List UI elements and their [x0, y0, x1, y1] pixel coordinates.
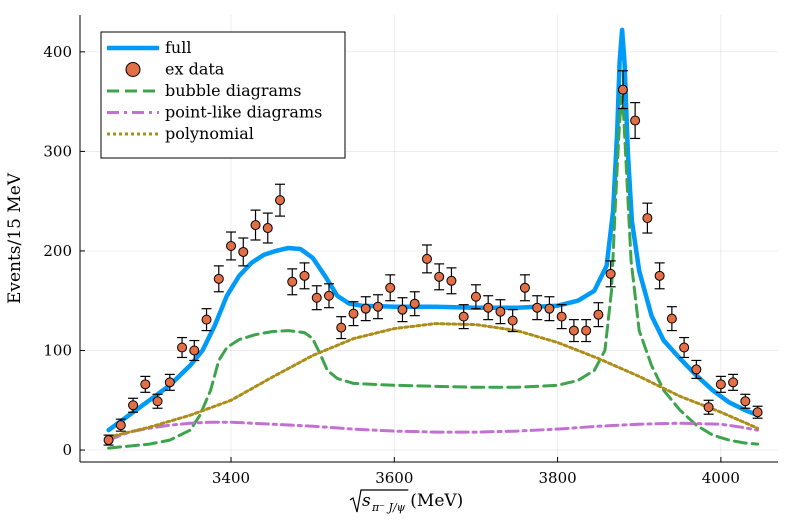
data-point [666, 313, 677, 324]
legend-label-bubble: bubble diagrams [165, 81, 301, 100]
data-point [250, 220, 261, 231]
data-point [495, 306, 506, 317]
legend: full ex data bubble diagrams point-like … [100, 31, 346, 159]
data-point [275, 195, 286, 206]
data-point [287, 276, 298, 287]
data-point [728, 377, 739, 388]
data-point [409, 298, 420, 309]
y-tick-label: 200 [43, 242, 72, 260]
data-point [201, 314, 212, 325]
data-point [213, 273, 224, 284]
data-point [262, 223, 273, 234]
data-point [630, 115, 641, 126]
data-point [446, 275, 457, 286]
data-point [715, 379, 726, 390]
y-axis-label: Events/15 MeV [5, 172, 25, 304]
data-point [434, 271, 445, 282]
data-point [654, 270, 665, 281]
data-point [177, 342, 188, 353]
data-point [397, 304, 408, 315]
data-point [336, 322, 347, 333]
data-point [519, 282, 530, 293]
data-point [458, 311, 469, 322]
x-axis-label-subscript: π⁻ J/ψ [371, 501, 406, 514]
data-point [532, 302, 543, 313]
data-point [348, 308, 359, 319]
data-point [703, 402, 714, 413]
data-point [238, 246, 249, 257]
data-points [103, 70, 763, 446]
data-point [581, 325, 592, 336]
legend-box [100, 31, 346, 159]
data-point [642, 213, 653, 224]
data-point [323, 290, 334, 301]
data-point [679, 342, 690, 353]
sqrt-sign [349, 489, 409, 513]
data-point [360, 303, 371, 314]
y-tick-label: 400 [43, 43, 72, 61]
data-point [752, 407, 763, 418]
legend-label-point-like: point-like diagrams [165, 103, 322, 122]
data-point [103, 435, 114, 446]
data-point [421, 253, 432, 264]
ticks: 3400 3600 3800 4000 0 100 200 300 400 [43, 43, 740, 487]
x-tick-label: 3400 [212, 469, 250, 487]
data-point [128, 400, 139, 411]
series-line-bubble-diagrams [107, 95, 760, 450]
y-tick-label: 300 [43, 142, 72, 160]
data-point [385, 282, 396, 293]
data-point [470, 291, 481, 302]
data-point [691, 364, 702, 375]
series-line-polynomial [107, 322, 760, 439]
data-point [226, 240, 237, 251]
data-point [593, 309, 604, 320]
data-point [617, 84, 628, 95]
legend-label-polynomial: polynomial [165, 124, 254, 143]
legend-label-full: full [165, 38, 191, 57]
data-point [189, 345, 200, 356]
data-point [152, 396, 163, 407]
x-tick-label: 3800 [538, 469, 576, 487]
x-axis-label: s π⁻ J/ψ (MeV) [349, 489, 463, 514]
data-point [164, 377, 175, 388]
data-point [115, 420, 126, 431]
data-point [556, 311, 567, 322]
data-point [605, 268, 616, 279]
series-layer [106, 27, 760, 450]
data-point [740, 396, 751, 407]
plot-frame [79, 15, 778, 463]
legend-label-ex-data: ex data [165, 60, 225, 79]
data-point [311, 292, 322, 303]
data-point [544, 303, 555, 314]
data-point [507, 315, 518, 326]
data-point [483, 302, 494, 313]
x-tick-label: 4000 [702, 469, 740, 487]
x-axis-label-unit: (MeV) [410, 491, 463, 511]
data-point [140, 379, 151, 390]
data-point [372, 301, 383, 312]
y-tick-label: 0 [62, 441, 72, 459]
x-tick-label: 3600 [375, 469, 413, 487]
series-line-point-like-diagrams [107, 420, 760, 442]
data-point [299, 270, 310, 281]
data-point [568, 325, 579, 336]
x-axis-label-base: s [362, 491, 371, 511]
y-tick-label: 100 [43, 341, 72, 359]
legend-swatch-ex-data [125, 62, 141, 77]
